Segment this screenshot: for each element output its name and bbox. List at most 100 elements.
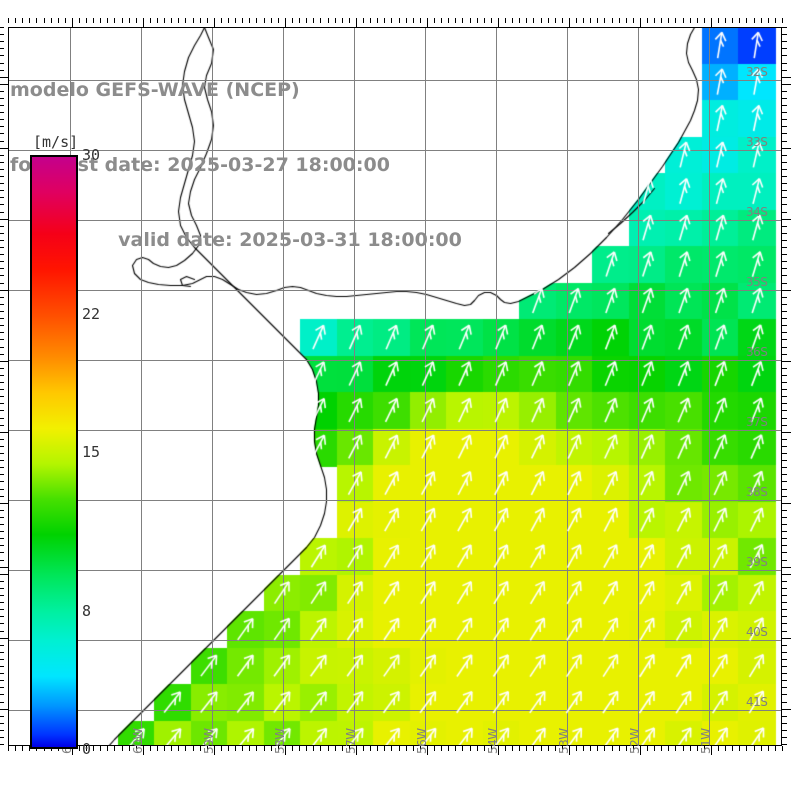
axis-tick <box>782 332 787 333</box>
axis-tick <box>0 666 4 667</box>
axis-tick <box>0 723 4 724</box>
axis-tick <box>0 510 4 511</box>
colorbar-tick: 15 <box>82 443 101 461</box>
axis-tick <box>0 524 4 525</box>
axis-tick <box>221 746 222 751</box>
axis-tick <box>583 746 584 751</box>
axis-tick <box>619 746 620 751</box>
axis-tick <box>782 183 787 184</box>
axis-tick <box>200 18 201 23</box>
axis-tick <box>200 746 201 751</box>
axis-tick <box>718 746 719 751</box>
axis-tick <box>782 716 787 717</box>
axis-tick <box>178 746 179 751</box>
axis-tick <box>0 453 4 454</box>
axis-tick <box>264 746 265 751</box>
axis-tick <box>519 746 520 751</box>
axis-tick <box>0 325 4 326</box>
axis-tick <box>100 746 101 751</box>
axis-tick <box>633 18 634 23</box>
axis-tick <box>0 176 4 177</box>
axis-tick <box>782 602 787 603</box>
axis-tick <box>782 318 787 319</box>
axis-tick <box>782 375 787 376</box>
axis-tick <box>0 63 4 64</box>
axis-tick <box>278 746 279 751</box>
axis-tick <box>782 34 787 35</box>
axis-tick <box>597 746 598 751</box>
axis-tick <box>0 375 4 376</box>
axis-tick <box>193 746 194 751</box>
axis-tick <box>782 347 787 348</box>
axis-tick <box>782 574 791 575</box>
axis-tick <box>29 18 30 23</box>
axis-tick <box>462 746 463 751</box>
axis-tick <box>0 98 4 99</box>
latitude-label: 38S <box>746 485 768 499</box>
axis-tick <box>782 746 783 751</box>
axis-tick <box>739 746 740 751</box>
axis-tick <box>782 524 787 525</box>
axis-tick <box>391 18 392 23</box>
axis-tick <box>782 148 791 149</box>
axis-tick <box>0 77 8 78</box>
axis-tick <box>548 18 549 23</box>
axis-tick <box>0 304 4 305</box>
axis-tick <box>320 746 321 751</box>
axis-tick <box>782 162 787 163</box>
axis-tick <box>448 746 449 751</box>
axis-tick <box>356 746 357 755</box>
axis-tick <box>761 746 762 751</box>
axis-tick <box>782 297 787 298</box>
axis-tick <box>370 18 371 23</box>
axis-tick <box>782 304 787 305</box>
axis-tick <box>0 70 4 71</box>
axis-tick <box>0 730 4 731</box>
axis-tick <box>72 18 73 27</box>
axis-tick <box>58 18 59 23</box>
axis-tick <box>0 368 4 369</box>
axis-tick <box>782 84 791 85</box>
axis-tick <box>782 560 787 561</box>
axis-tick <box>0 34 4 35</box>
axis-tick <box>782 155 787 156</box>
axis-tick <box>0 112 4 113</box>
axis-tick <box>0 496 4 497</box>
axis-tick <box>292 746 293 751</box>
axis-tick <box>782 91 787 92</box>
axis-tick <box>477 746 478 751</box>
axis-tick <box>0 311 4 312</box>
axis-tick <box>349 18 350 23</box>
axis-tick <box>143 18 144 27</box>
longitude-label: 58W <box>273 728 287 754</box>
axis-tick <box>0 155 4 156</box>
axis-tick <box>782 133 787 134</box>
axis-tick <box>782 339 787 340</box>
axis-tick <box>136 18 137 23</box>
axis-tick <box>782 311 787 312</box>
axis-tick <box>782 631 787 632</box>
axis-tick <box>661 746 662 751</box>
axis-tick <box>782 425 787 426</box>
axis-tick <box>612 746 613 751</box>
axis-tick <box>576 746 577 751</box>
axis-tick <box>299 18 300 23</box>
longitude-label: 56W <box>415 728 429 754</box>
axis-tick <box>0 659 4 660</box>
axis-tick <box>0 446 4 447</box>
longitude-label: 51W <box>699 728 713 754</box>
axis-tick <box>782 141 787 142</box>
axis-tick <box>0 680 4 681</box>
axis-tick <box>335 18 336 23</box>
axis-tick <box>782 659 787 660</box>
axis-tick <box>72 746 73 755</box>
axis-tick <box>782 595 787 596</box>
axis-tick <box>782 730 787 731</box>
latitude-label: 41S <box>746 695 768 709</box>
longitude-label: 57W <box>344 728 358 754</box>
axis-tick <box>441 18 442 23</box>
axis-tick <box>207 746 208 751</box>
axis-tick <box>0 141 4 142</box>
axis-tick <box>79 18 80 23</box>
